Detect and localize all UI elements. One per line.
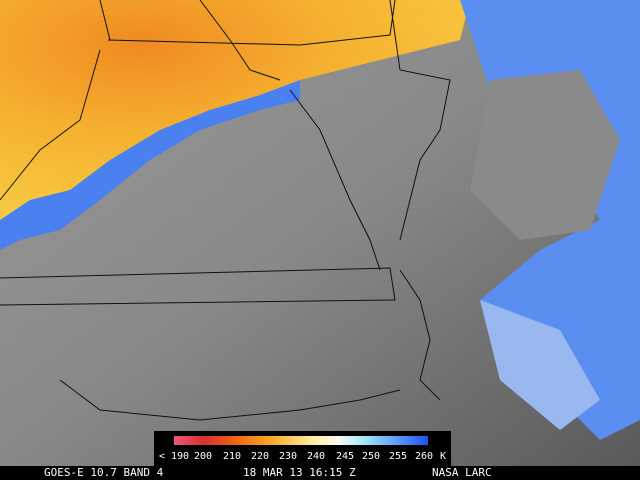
- colorbar-label: 260: [415, 451, 433, 462]
- colorbar: [174, 436, 428, 445]
- colorbar-label: 220: [251, 451, 269, 462]
- footer: [0, 466, 640, 480]
- cloud-light: [480, 300, 600, 430]
- colorbar-label: 200: [194, 451, 212, 462]
- colorbar-label: 250: [362, 451, 380, 462]
- footer-datetime: 18 MAR 13 16:15 Z: [243, 466, 356, 479]
- colorbar-label: < 190: [159, 451, 189, 462]
- colorbar-label: 230: [279, 451, 297, 462]
- cloud-gray: [470, 70, 620, 240]
- colorbar-label: 240: [307, 451, 325, 462]
- colorbar-label: 210: [223, 451, 241, 462]
- colorbar-label: 245: [336, 451, 354, 462]
- footer-source: NASA LARC: [432, 466, 492, 479]
- colorbar-label: 255: [389, 451, 407, 462]
- footer-satellite: GOES-E 10.7 BAND 4: [44, 466, 164, 479]
- colorbar-label: K: [440, 451, 446, 462]
- cloud-orange: [0, 0, 470, 220]
